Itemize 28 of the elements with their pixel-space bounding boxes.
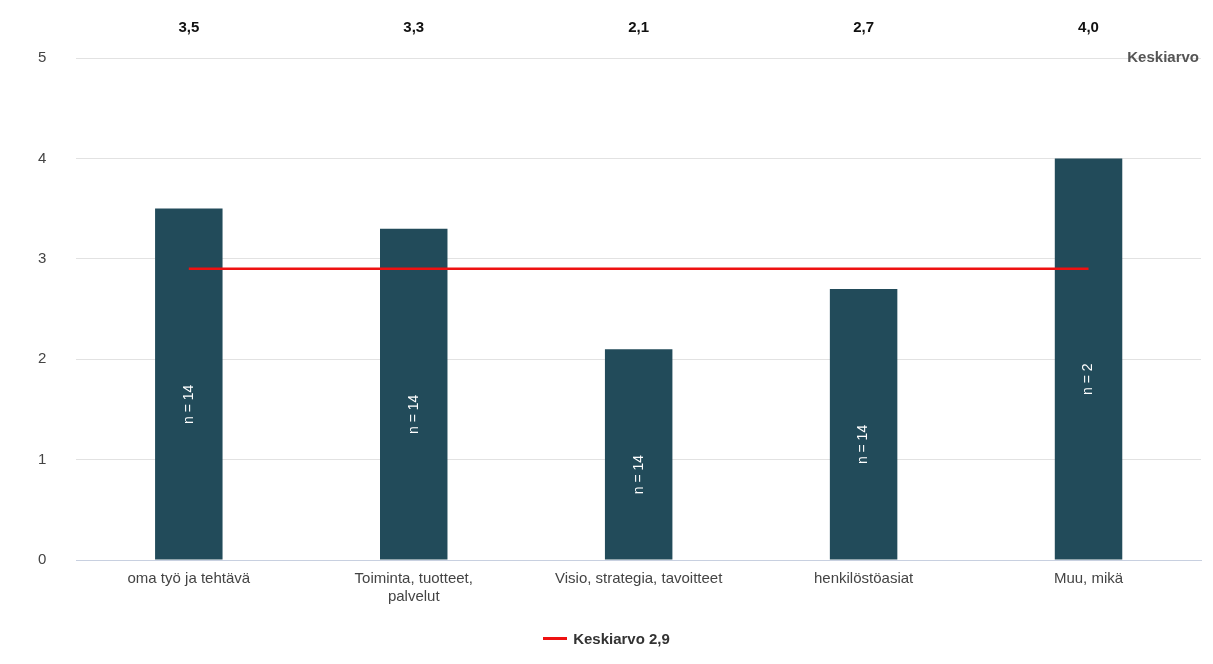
y-tick-label: 5 [38,48,47,66]
annotation: n = 14 [854,424,871,465]
bar [380,228,448,560]
data-label: 2,7 [853,18,875,36]
legend-label: Keskiarvo 2,9 [573,630,670,647]
data-label: 2,1 [628,18,650,36]
bar [155,208,223,560]
annotation: n = 14 [179,384,196,424]
annotation: n = 2 [1079,363,1096,395]
x-tick-label: henkilöstöasiat [813,569,915,587]
bar [1054,158,1123,560]
data-label: 3,5 [178,18,200,36]
x-tick-label: Visio, strategia, tavoitteet [555,569,724,587]
y-tick-label: 4 [38,148,47,166]
y-tick-label: 3 [38,248,47,266]
y-tick-label: 0 [38,550,47,568]
annotation: n = 14 [629,454,646,495]
annotation: Keskiarvo [1127,48,1199,66]
data-label: 4,0 [1078,18,1099,36]
data-label: 3,3 [403,18,425,36]
x-tick-label: Muu, mikä [1053,569,1124,587]
x-tick-label: oma työ ja tehtävä [127,569,251,587]
x-tick-label: Toiminta, tuotteet, palvelut [354,569,473,605]
bar [604,349,673,560]
y-tick-label: 2 [38,349,47,367]
bar [829,288,898,560]
y-tick-label: 1 [38,449,47,467]
annotation: n = 14 [404,394,421,434]
